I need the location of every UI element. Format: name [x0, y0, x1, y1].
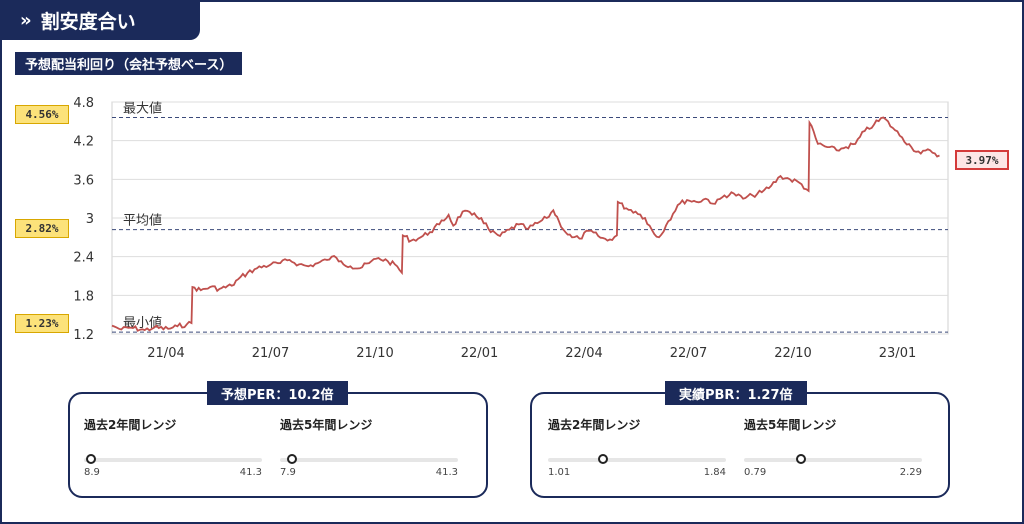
y-tick-label: 2.4 — [73, 251, 94, 266]
y-tick-label: 1.8 — [73, 289, 94, 304]
range-marker-dot — [795, 454, 806, 464]
reference-line-label: 平均値 — [123, 213, 162, 229]
min-value-badge: 1.23% — [15, 314, 69, 333]
x-tick-label: 23/01 — [879, 346, 916, 361]
range-max-value: 41.3 — [435, 467, 458, 478]
range-track — [548, 454, 726, 464]
y-tick-label: 4.2 — [73, 135, 94, 150]
range-track — [280, 454, 458, 464]
current-value-badge: 3.97% — [955, 150, 1009, 170]
range-label: 過去5年間レンジ — [744, 418, 837, 432]
range-label: 過去5年間レンジ — [280, 418, 373, 432]
chart-grid — [112, 101, 948, 335]
y-tick-label: 3 — [86, 212, 94, 227]
y-axis-ticks: 4.8 4.2 3.6 3 2.4 1.8 1.2 — [73, 96, 94, 343]
per-panel: 予想PER：10.2倍 過去2年間レンジ 8.9 41.3 過去5年間レンジ 7… — [68, 381, 488, 498]
x-tick-label: 22/04 — [565, 346, 602, 361]
range-marker-dot — [598, 454, 609, 464]
range-marker-dot — [86, 454, 97, 464]
x-tick-label: 22/01 — [461, 346, 498, 361]
y-tick-label: 1.2 — [73, 328, 94, 343]
range-max-value: 1.84 — [703, 467, 726, 478]
per-range-5y: 過去5年間レンジ 7.9 41.3 — [280, 416, 460, 486]
range-min-value: 1.01 — [548, 467, 571, 478]
pbr-range-5y: 過去5年間レンジ 0.79 2.29 — [744, 416, 924, 486]
section-title: 割安度合い — [40, 10, 136, 33]
section-header: » 割安度合い — [0, 0, 200, 40]
x-axis-ticks: 21/04 21/07 21/10 22/01 22/04 22/07 22/10 23/01 — [147, 346, 916, 361]
per-panel-title: 予想PER：10.2倍 — [207, 381, 348, 405]
x-tick-label: 21/10 — [356, 346, 393, 361]
range-max-value: 41.3 — [239, 467, 262, 478]
x-tick-label: 22/10 — [774, 346, 811, 361]
reference-line-label: 最大値 — [123, 100, 162, 116]
pbr-panel-title: 実績PBR：1.27倍 — [665, 381, 807, 405]
x-tick-label: 22/07 — [670, 346, 707, 361]
x-tick-label: 21/04 — [147, 346, 184, 361]
x-tick-label: 21/07 — [252, 346, 289, 361]
yield-series-line — [111, 116, 940, 332]
range-label: 過去2年間レンジ — [84, 418, 177, 432]
range-max-value: 2.29 — [899, 467, 922, 478]
average-value-badge: 2.82% — [15, 219, 69, 238]
pbr-panel: 実績PBR：1.27倍 過去2年間レンジ 1.01 1.84 過去5年間レンジ … — [530, 381, 950, 498]
pbr-range-2y: 過去2年間レンジ 1.01 1.84 — [548, 416, 728, 486]
range-track — [744, 454, 922, 464]
range-min-value: 8.9 — [84, 467, 100, 478]
range-label: 過去2年間レンジ — [548, 418, 641, 432]
y-tick-label: 4.8 — [73, 96, 94, 111]
range-marker-dot — [287, 454, 298, 464]
per-range-2y: 過去2年間レンジ 8.9 41.3 — [84, 416, 264, 486]
chart-subtitle: 予想配当利回り（会社予想ベース） — [15, 52, 243, 75]
range-min-value: 0.79 — [744, 467, 767, 478]
range-min-value: 7.9 — [280, 467, 296, 478]
y-tick-label: 3.6 — [73, 173, 94, 188]
range-track — [84, 454, 262, 464]
double-chevron-icon: » — [20, 9, 32, 31]
max-value-badge: 4.56% — [15, 105, 69, 124]
